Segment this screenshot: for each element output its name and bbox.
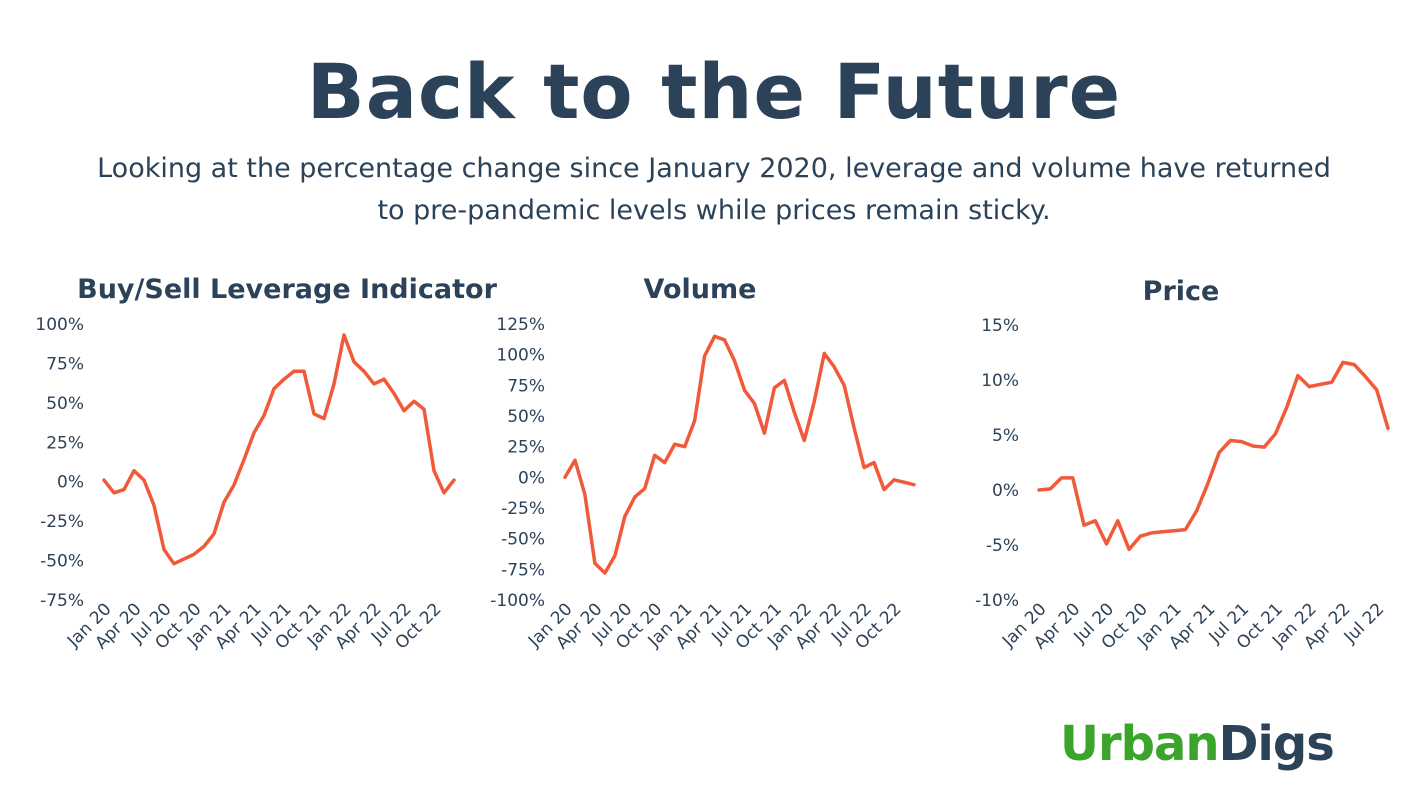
subtitle-line-2: to pre-pandemic levels while prices rema… [377,195,1051,226]
y-tick-label: -5% [986,536,1019,556]
chart-title: Volume [644,274,757,305]
y-tick-label: 0% [518,468,545,488]
y-tick-label: -75% [40,591,84,611]
y-tick-label: 125% [496,315,545,335]
subtitle-line-1: Looking at the percentage change since J… [97,153,1331,184]
logo-digs: Digs [1218,716,1335,772]
y-tick-label: 0% [57,473,84,493]
chart-title: Buy/Sell Leverage Indicator [77,274,497,305]
y-tick-label: 100% [35,315,84,335]
series-line [563,334,916,575]
page-subtitle: Looking at the percentage change since J… [60,148,1368,232]
y-tick-label: -25% [501,499,545,519]
y-tick-label: 25% [46,433,84,453]
series-line [1037,360,1390,552]
urbandigs-logo: UrbanDigs [1060,720,1335,768]
y-tick-label: 50% [507,407,545,427]
chart-leverage: Buy/Sell Leverage Indicator 100% 75% 50% 25%… [35,274,497,653]
y-tick-label: 5% [992,426,1019,446]
chart-volume: Volume 125% 100% 75% 50% 25% 0% -25% -50% -75% -10… [490,274,916,653]
y-tick-label: -10% [975,591,1019,611]
y-tick-label: -50% [501,530,545,550]
logo-urban: Urban [1060,716,1220,772]
chart-title: Price [1143,276,1220,307]
y-tick-label: -50% [40,552,84,572]
y-tick-label: 75% [46,354,84,374]
y-tick-label: -100% [490,591,545,611]
y-tick-label: 75% [507,376,545,396]
y-tick-label: 50% [46,394,84,414]
y-tick-label: 0% [992,481,1019,501]
y-tick-label: -75% [501,560,545,580]
y-tick-label: 15% [981,316,1019,336]
y-tick-label: -25% [40,512,84,532]
y-tick-label: 25% [507,438,545,458]
y-tick-label: 100% [496,346,545,366]
y-tick-label: 10% [981,371,1019,391]
page-title: Back to the Future [306,47,1122,136]
series-line [102,333,456,566]
